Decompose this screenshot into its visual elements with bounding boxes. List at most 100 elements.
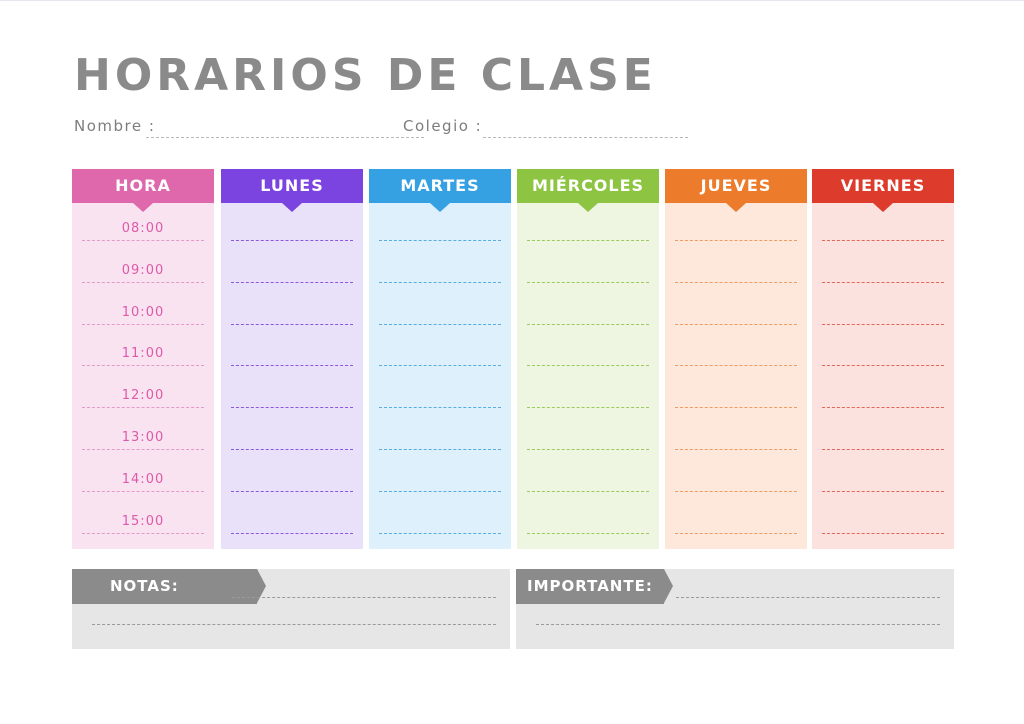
column-header-viernes: VIERNES [812,169,954,212]
entry-line[interactable] [379,281,501,283]
notas-line[interactable] [92,624,496,625]
column-jueves: JUEVES [665,169,807,549]
entry-line[interactable] [231,240,353,241]
column-label-hora: HORA [115,176,171,195]
page-title: HORARIOS DE CLASE [74,50,657,101]
entry-line [82,281,204,283]
entry-line[interactable] [822,281,944,283]
column-header-lunes: LUNES [221,169,363,212]
entry-line[interactable] [231,407,353,409]
header-pointer-icon [578,203,598,212]
entry-line[interactable] [231,490,353,492]
column-label-martes: MARTES [400,176,480,195]
entry-line[interactable] [675,323,797,325]
column-lunes: LUNES [221,169,363,549]
entry-line[interactable] [527,365,649,367]
column-label-viernes: VIERNES [840,176,926,195]
column-label-lunes: LUNES [260,176,324,195]
column-body-miercoles [517,203,659,549]
entry-line[interactable] [231,365,353,367]
notas-tab: NOTAS: [72,569,266,604]
entry-line[interactable] [231,281,353,283]
entry-line [82,490,204,492]
header-pointer-icon [726,203,746,212]
entry-line [82,449,204,450]
entry-line[interactable] [822,323,944,325]
notas-box[interactable]: NOTAS: [72,569,510,649]
entry-line[interactable] [675,449,797,450]
entry-line[interactable] [379,407,501,409]
entry-line [82,323,204,325]
column-header-jueves: JUEVES [665,169,807,212]
entry-line[interactable] [379,532,501,534]
notas-line[interactable] [232,597,496,598]
entry-line[interactable] [822,407,944,409]
header-pointer-icon [133,203,153,212]
column-body-jueves [665,203,807,549]
name-line[interactable] [146,137,424,138]
entry-line[interactable] [675,407,797,409]
entry-line[interactable] [379,365,501,367]
time-slot: 09:00 [121,262,165,278]
header-pointer-icon [282,203,302,212]
importante-tab-tip [664,569,673,603]
entry-line [82,365,204,367]
column-header-martes: MARTES [369,169,511,212]
entry-line[interactable] [527,532,649,534]
entry-line[interactable] [379,449,501,450]
column-label-miercoles: MIÉRCOLES [531,176,645,195]
header-pointer-icon [873,203,893,212]
column-label-jueves: JUEVES [700,176,772,195]
entry-line[interactable] [822,449,944,450]
entry-line[interactable] [527,323,649,325]
notas-label: NOTAS: [110,577,179,595]
entry-line[interactable] [675,281,797,283]
importante-box[interactable]: IMPORTANTE: [516,569,954,649]
entry-line[interactable] [675,365,797,367]
column-body-martes [369,203,511,549]
time-slot: 08:00 [121,221,165,236]
entry-line[interactable] [675,490,797,492]
entry-line[interactable] [675,532,797,534]
importante-line[interactable] [536,624,940,625]
time-slot: 10:00 [121,304,165,320]
entry-line[interactable] [231,449,353,450]
entry-line[interactable] [527,281,649,283]
entry-line[interactable] [527,407,649,409]
entry-line[interactable] [527,490,649,492]
column-martes: MARTES [369,169,511,549]
school-field[interactable]: Colegio : [403,117,693,141]
entry-line[interactable] [527,240,649,241]
entry-line[interactable] [822,240,944,241]
top-border [0,0,1024,1]
importante-line[interactable] [676,597,940,598]
notas-tab-tip [257,569,266,603]
school-line[interactable] [483,137,688,138]
importante-label: IMPORTANTE: [527,577,653,595]
importante-tab: IMPORTANTE: [516,569,673,604]
column-header-miercoles: MIÉRCOLES [517,169,659,212]
column-body-hora [72,203,214,549]
column-hora: HORA 08:00 09:00 10:00 11:00 12:00 13:00 14:00 1… [72,169,214,549]
time-slot: 15:00 [121,513,165,529]
name-label: Nombre : [74,117,156,135]
entry-line[interactable] [379,490,501,492]
entry-line[interactable] [822,532,944,534]
entry-line[interactable] [231,532,353,534]
entry-line[interactable] [379,240,501,241]
time-slot: 11:00 [121,346,165,362]
entry-line[interactable] [527,449,649,450]
time-slot: 13:00 [121,430,165,445]
entry-line[interactable] [675,240,797,241]
entry-line[interactable] [379,323,501,325]
name-field[interactable]: Nombre : [74,117,424,141]
header-pointer-icon [430,203,450,212]
entry-line[interactable] [822,365,944,367]
entry-line [82,240,204,241]
entry-line[interactable] [231,323,353,325]
column-body-lunes [221,203,363,549]
column-miercoles: MIÉRCOLES [517,169,659,549]
column-header-hora: HORA [72,169,214,212]
entry-line [82,407,204,409]
entry-line[interactable] [822,490,944,492]
